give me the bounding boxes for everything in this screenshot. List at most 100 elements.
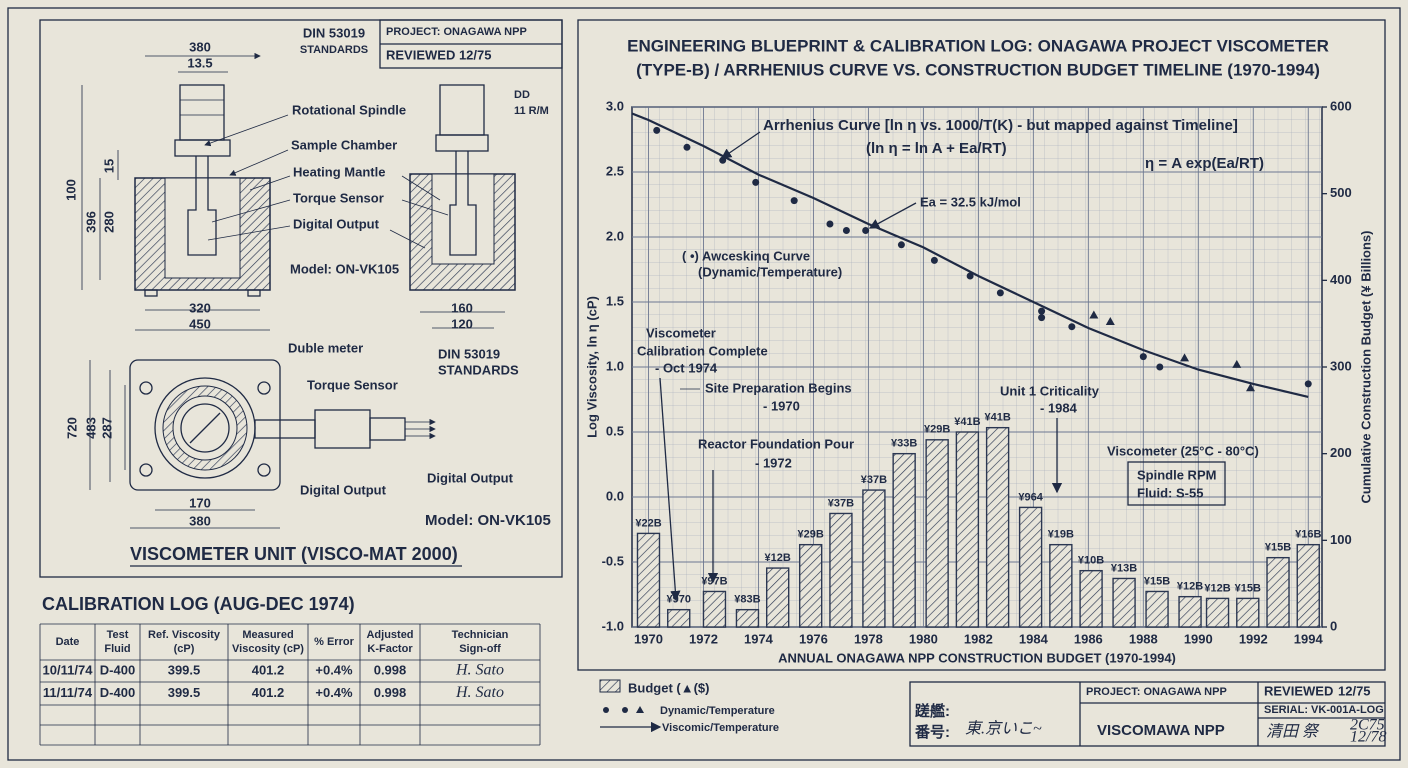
table-cell: 399.5 — [168, 662, 201, 677]
legend-swatch — [636, 706, 644, 713]
bar-label: ¥29B — [924, 424, 950, 436]
table-title: CALIBRATION LOG (AUG-DEC 1974) — [42, 594, 355, 614]
table-header: Sign-off — [459, 643, 501, 655]
bar — [829, 512, 853, 628]
table-cell: +0.4% — [315, 685, 353, 700]
annotation: Ea = 32.5 kJ/mol — [920, 194, 1021, 209]
x-tick-label: 1970 — [634, 631, 663, 646]
y2-tick-label: 100 — [1330, 532, 1352, 547]
table-cell: 0.998 — [374, 662, 407, 677]
y-tick-label: -0.5 — [602, 553, 624, 568]
dimension: 170 — [189, 495, 211, 510]
title-block-text: 12/75 — [1338, 683, 1371, 698]
part-label: Duble meter — [288, 340, 363, 355]
signature: 12/78 — [1350, 729, 1386, 746]
bar-label: ¥10B — [1078, 555, 1104, 567]
bar-label: ¥15B — [1265, 542, 1291, 554]
point — [826, 220, 834, 228]
table-header: Test — [107, 629, 129, 641]
bar — [985, 426, 1010, 628]
top-view — [89, 359, 436, 529]
point — [752, 178, 760, 186]
y-tick-label: 2.0 — [606, 228, 624, 243]
point — [653, 126, 661, 134]
x-tick-label: 1976 — [799, 631, 828, 646]
title-block-text: 番号: — [914, 723, 950, 741]
bar — [1112, 577, 1136, 628]
y2-tick-label: 300 — [1330, 358, 1352, 373]
dimension: 11 R/M — [514, 105, 549, 117]
part-label: Heating Mantle — [293, 164, 385, 179]
part-label: Digital Output — [293, 216, 380, 231]
x-tick-label: 1972 — [689, 631, 718, 646]
bar — [1049, 543, 1073, 628]
bar — [1296, 543, 1320, 628]
bar-label: ¥15B — [1144, 575, 1170, 587]
bar-label: ¥41B — [954, 416, 980, 428]
bar-label: ¥22B — [635, 517, 661, 529]
y-axis-label: Log Viscosity, ln η (cP) — [584, 296, 599, 438]
signature: 東.京いこ~ — [965, 720, 1042, 738]
bar — [1236, 597, 1260, 628]
table-header: Fluid — [104, 643, 130, 655]
bar-label: ¥16B — [1295, 529, 1321, 541]
dimension: 13.5 — [187, 55, 212, 70]
bar — [925, 439, 949, 628]
table-cell: 401.2 — [252, 662, 285, 677]
dimension: 483 — [83, 417, 98, 439]
table-cell: +0.4% — [315, 662, 353, 677]
standard: DIN 53019 — [303, 25, 365, 40]
part-label: Sample Chamber — [291, 137, 397, 152]
point — [842, 227, 850, 234]
point — [1232, 359, 1242, 368]
bar — [892, 452, 916, 628]
table-header: Adjusted — [366, 629, 413, 641]
dimension: 280 — [101, 211, 116, 233]
point — [683, 143, 691, 151]
annotation: (ln η = ln A + Ea/RT) — [866, 140, 1007, 157]
legend-label: Viscomic/Temperature — [662, 722, 779, 734]
point — [1089, 310, 1099, 319]
point — [790, 197, 798, 205]
bar-label: ¥37B — [828, 497, 854, 509]
point — [1139, 353, 1147, 361]
front-section — [81, 52, 516, 331]
x-tick-label: 1994 — [1294, 631, 1324, 646]
x-tick-label: 1982 — [964, 631, 993, 646]
x-axis-label: ANNUAL ONAGAWA NPP CONSTRUCTION BUDGET (… — [778, 650, 1176, 665]
part-label: Torque Sensor — [293, 190, 384, 205]
point — [1038, 307, 1046, 315]
y2-tick-label: 0 — [1330, 618, 1337, 633]
bar-label: ¥15B — [1235, 582, 1261, 594]
table-header: K-Factor — [367, 643, 413, 655]
annotation: - 1984 — [1040, 400, 1078, 415]
annotation: Viscometer (25°C - 80°C) — [1107, 443, 1259, 458]
bar — [1266, 556, 1290, 628]
dimension: 380 — [189, 39, 211, 54]
point — [1304, 380, 1312, 388]
y2-tick-label: 200 — [1330, 445, 1352, 460]
bar — [636, 532, 661, 628]
annotation: Spindle RPM — [1137, 467, 1216, 482]
legend-label: Dynamic/Temperature — [660, 705, 775, 717]
signature: H. Sato — [455, 684, 504, 701]
annotation: Reactor Foundation Pour — [698, 436, 854, 451]
table-cell: 10/11/74 — [43, 662, 94, 677]
table-header: % Error — [314, 636, 354, 648]
dimension: DD — [514, 89, 530, 101]
table-header: Date — [56, 636, 80, 648]
annotation: Fluid: S-55 — [1137, 485, 1203, 500]
standard: STANDARDS — [438, 362, 519, 377]
dimension: 15 — [101, 159, 116, 173]
bar — [1018, 506, 1043, 628]
legend-swatch — [599, 679, 621, 693]
reviewed: REVIEWED 12/75 — [386, 47, 492, 62]
part-label: Torque Sensor — [307, 377, 398, 392]
x-tick-label: 1986 — [1074, 631, 1103, 646]
table-header: Technician — [452, 629, 509, 641]
title-block-text: 蹉艦: — [915, 702, 950, 720]
bar — [667, 608, 691, 628]
y2-tick-label: 500 — [1330, 185, 1352, 200]
